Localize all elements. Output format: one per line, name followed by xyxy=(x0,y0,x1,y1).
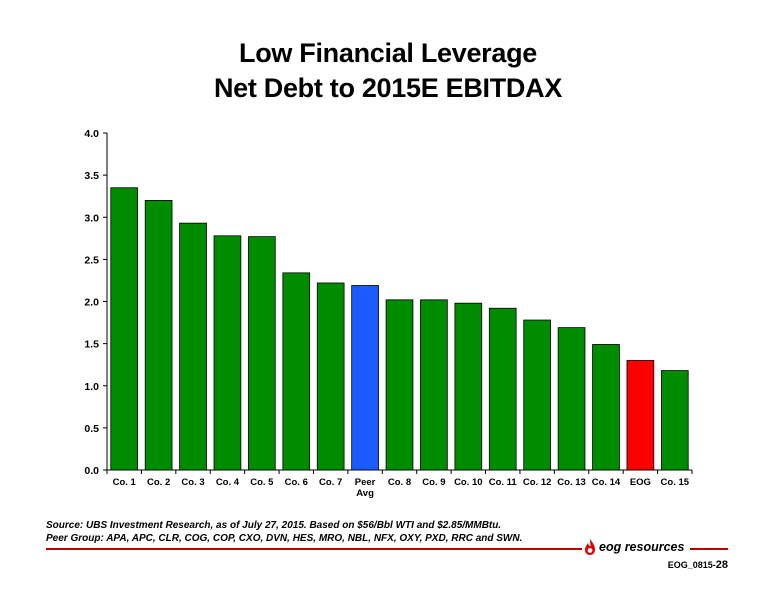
x-tick-label: Co. 6 xyxy=(285,477,308,488)
bar xyxy=(282,272,311,471)
y-tick-label: 3.5 xyxy=(84,170,99,182)
x-tick-label: Co. 8 xyxy=(388,477,411,488)
x-tick-label: Co. 15 xyxy=(661,477,690,488)
y-tick-label: 1.0 xyxy=(84,381,99,393)
x-tick-label: Co. 12 xyxy=(523,477,552,488)
footer-rule-right xyxy=(690,548,728,550)
x-tick-label: Co. 11 xyxy=(489,477,518,488)
x-tick-label: Peer Avg xyxy=(355,477,376,499)
title-line-2: Net Debt to 2015E EBITDAX xyxy=(213,73,563,103)
chart-title: Low Financial Leverage Net Debt to 2015E… xyxy=(0,36,776,106)
footnotes: Source: UBS Investment Research, as of J… xyxy=(46,519,522,545)
bar xyxy=(420,299,448,471)
bar xyxy=(351,285,379,471)
bar xyxy=(523,319,551,471)
title-line-1: Low Financial Leverage xyxy=(239,38,537,68)
bar xyxy=(248,236,276,471)
x-tick-label: Co. 4 xyxy=(216,477,240,488)
x-tick-label: Co. 2 xyxy=(147,477,170,488)
x-tick-label: Co. 3 xyxy=(181,477,204,488)
bar xyxy=(385,299,414,471)
logo-text: eog resources xyxy=(599,540,685,554)
y-tick-label: 2.5 xyxy=(84,254,99,266)
y-tick-label: 4.0 xyxy=(84,128,99,140)
slide-id: EOG_0815-28 xyxy=(668,559,728,571)
y-tick-label: 1.5 xyxy=(84,339,99,351)
y-tick-label: 0.5 xyxy=(84,423,99,435)
bar xyxy=(213,235,242,471)
x-tick-label: EOG xyxy=(630,477,651,488)
bar xyxy=(179,222,207,471)
bar xyxy=(557,327,586,471)
x-tick-label: Co. 13 xyxy=(557,477,586,488)
bar xyxy=(144,199,173,471)
peer-group-note: Peer Group: APA, APC, CLR, COG, COP, CXO… xyxy=(46,533,523,544)
x-tick-label: Co. 10 xyxy=(454,477,483,488)
bar xyxy=(488,307,517,471)
bar xyxy=(316,282,345,471)
slide-id-prefix: EOG_0815- xyxy=(667,560,716,570)
bar xyxy=(660,370,689,471)
y-tick-label: 2.0 xyxy=(84,297,99,309)
company-logo: eog resources xyxy=(584,536,684,558)
x-tick-label: Co. 9 xyxy=(422,477,445,488)
bar xyxy=(626,360,655,471)
x-tick-label: Co. 14 xyxy=(592,477,621,488)
bar xyxy=(454,302,483,471)
x-tick-label: Co. 5 xyxy=(250,477,274,488)
y-tick-label: 3.0 xyxy=(84,212,99,224)
bar xyxy=(110,187,139,471)
source-note: Source: UBS Investment Research, as of J… xyxy=(46,520,502,531)
y-tick-label: 0.0 xyxy=(84,465,99,477)
bar xyxy=(592,344,620,471)
slide-number: 28 xyxy=(715,559,728,571)
x-tick-label: Co. 1 xyxy=(113,477,137,488)
footer-rule-left xyxy=(46,548,582,550)
x-tick-label: Co. 7 xyxy=(319,477,342,488)
flame-icon xyxy=(585,539,595,555)
